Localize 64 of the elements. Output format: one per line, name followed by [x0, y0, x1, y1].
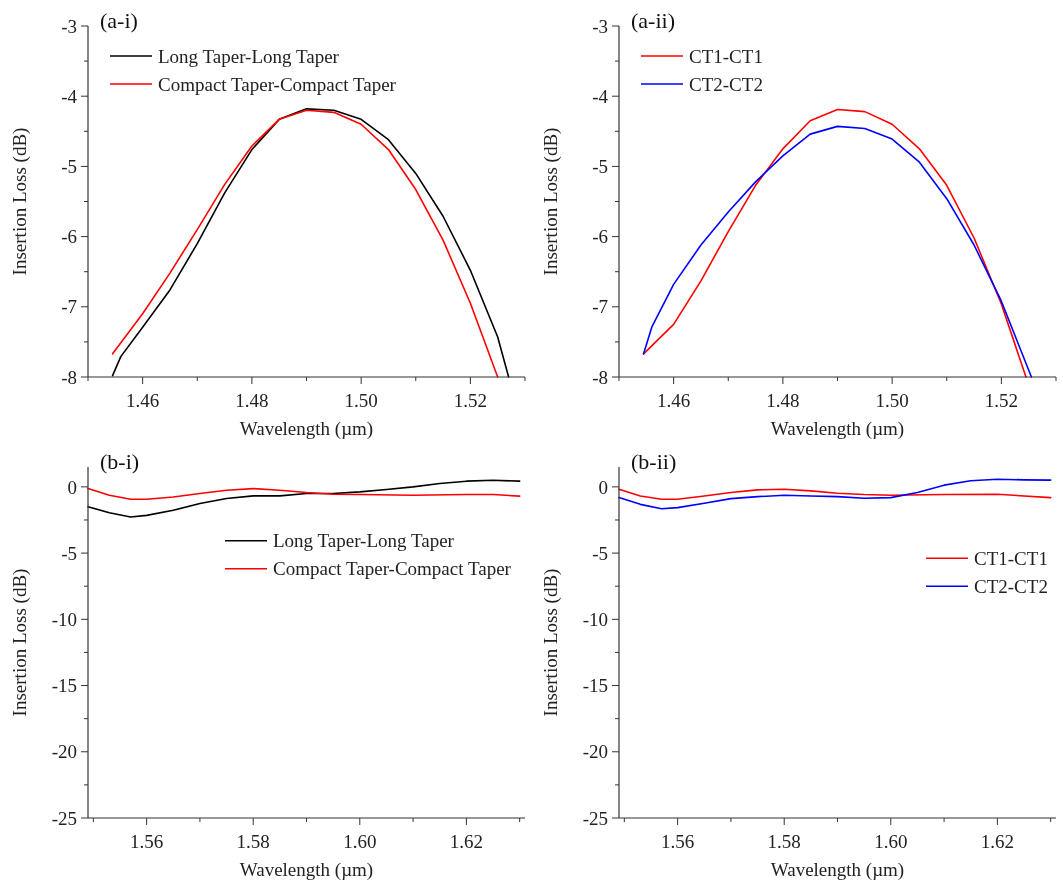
y-tick-label: -10	[51, 608, 77, 630]
y-tick-label: -5	[61, 156, 77, 178]
y-tick-label: 0	[67, 476, 77, 498]
y-tick-label: -3	[61, 15, 77, 37]
y-tick-label: -15	[582, 675, 608, 697]
y-tick-label: -15	[51, 675, 77, 697]
y-tick-label: -7	[592, 296, 608, 318]
legend-label: Long Taper-Long Taper	[273, 530, 455, 552]
y-axis-title: Insertion Loss (dB)	[540, 127, 562, 276]
line-series	[618, 488, 1052, 501]
annotation: (b-i)	[100, 449, 140, 474]
legend-label: Compact Taper-Compact Taper	[273, 558, 512, 580]
y-tick-label: -5	[61, 542, 77, 564]
x-tick-label: 1.60	[874, 831, 908, 852]
y-tick-label: -8	[61, 366, 77, 388]
y-tick-label: -25	[582, 807, 608, 829]
y-tick-label: -10	[582, 608, 608, 630]
legend-label: Compact Taper-Compact Taper	[158, 73, 397, 95]
legend-label: CT1-CT1	[689, 45, 763, 67]
y-tick-label: -6	[61, 226, 77, 248]
x-tick-label: 1.48	[235, 390, 269, 411]
x-tick-label: 1.56	[661, 831, 695, 852]
y-tick-label: -4	[61, 85, 78, 107]
x-tick-label: 1.46	[657, 390, 691, 411]
x-tick-label: 1.48	[766, 390, 800, 411]
x-tick-label: 1.62	[449, 831, 483, 852]
legend-label: Long Taper-Long Taper	[158, 45, 340, 67]
x-tick-label: 1.58	[236, 831, 270, 852]
y-axis-title: Insertion Loss (dB)	[9, 127, 31, 276]
y-tick-label: -5	[592, 156, 608, 178]
y-axis-title: Insertion Loss (dB)	[540, 568, 562, 717]
y-tick-label: -3	[592, 15, 608, 37]
x-tick-label: 1.52	[453, 390, 487, 411]
line-series	[618, 478, 1052, 510]
x-tick-label: 1.56	[130, 831, 164, 852]
x-tick-label: 1.62	[980, 831, 1014, 852]
x-axis-title: Wavelength (µm)	[239, 418, 374, 440]
y-tick-label: -20	[582, 741, 608, 763]
x-tick-label: 1.50	[875, 390, 909, 411]
x-tick-label: 1.58	[767, 831, 801, 852]
legend-label: CT2-CT2	[689, 73, 763, 95]
line-series	[87, 487, 521, 500]
x-axis-title: Wavelength (µm)	[770, 418, 905, 440]
annotation: (a-i)	[100, 8, 138, 33]
y-axis-title: Insertion Loss (dB)	[9, 568, 31, 717]
y-tick-label: 0	[598, 476, 608, 498]
annotation: (a-ii)	[631, 8, 675, 33]
y-tick-label: -4	[592, 85, 609, 107]
legend-label: CT1-CT1	[974, 547, 1048, 569]
x-tick-label: 1.46	[126, 390, 160, 411]
legend-label: CT2-CT2	[974, 575, 1048, 597]
y-tick-label: -6	[592, 226, 608, 248]
y-tick-label: -20	[51, 741, 77, 763]
x-axis-title: Wavelength (µm)	[239, 859, 374, 881]
x-tick-label: 1.60	[343, 831, 377, 852]
x-tick-label: 1.52	[984, 390, 1018, 411]
x-axis-title: Wavelength (µm)	[770, 859, 905, 881]
y-tick-label: -5	[592, 542, 608, 564]
line-series	[87, 479, 521, 518]
y-tick-label: -25	[51, 807, 77, 829]
y-tick-label: -7	[61, 296, 77, 318]
y-tick-label: -8	[592, 366, 608, 388]
x-tick-label: 1.50	[344, 390, 378, 411]
annotation: (b-ii)	[631, 449, 677, 474]
